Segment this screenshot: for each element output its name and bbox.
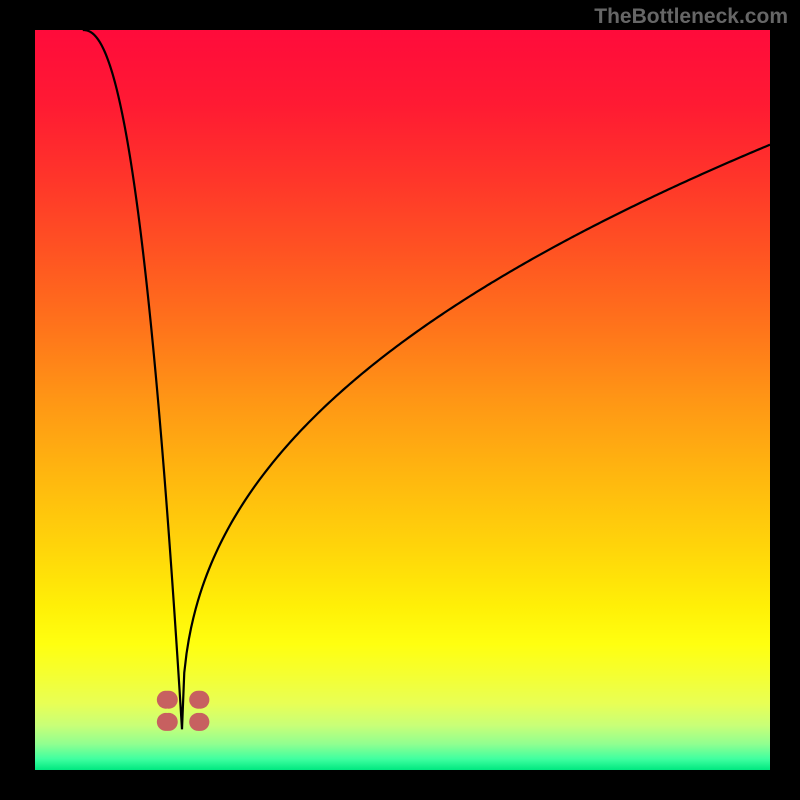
marker-dot bbox=[191, 691, 209, 709]
marker-dot bbox=[191, 713, 209, 731]
gradient-background bbox=[35, 30, 770, 770]
bottleneck-chart bbox=[0, 0, 800, 800]
marker-dot bbox=[160, 713, 178, 731]
watermark-text: TheBottleneck.com bbox=[594, 5, 788, 29]
chart-container: TheBottleneck.com bbox=[0, 0, 800, 800]
marker-dot bbox=[160, 691, 178, 709]
